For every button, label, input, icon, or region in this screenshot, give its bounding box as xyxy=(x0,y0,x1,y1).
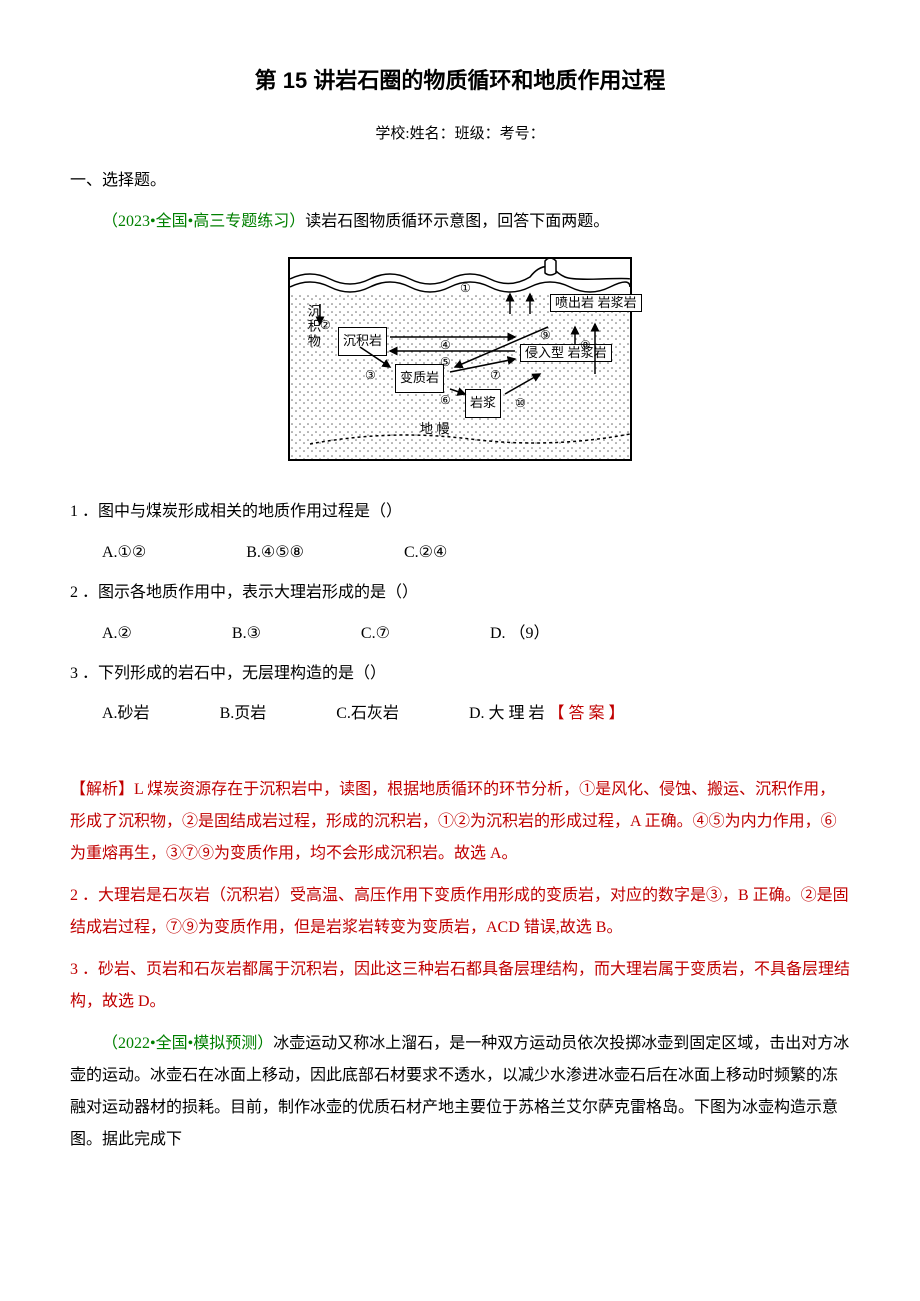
q3-opt-d: D. 大 理 岩 xyxy=(469,705,549,722)
q1-opt-b: B.④⑤⑧ xyxy=(246,538,304,568)
question-stem-1: （2023•全国•高三专题练习）读岩石图物质循环示意图，回答下面两题。 xyxy=(70,207,850,237)
stem1-body: 读岩石图物质循环示意图，回答下面两题。 xyxy=(305,213,609,230)
question-3: 3 ．下列形成的岩石中，无层理构造的是（） xyxy=(70,659,850,689)
q2-opt-a: A.② xyxy=(102,619,132,649)
section-heading: 一、选择题。 xyxy=(70,166,850,196)
stem2-prefix: （2022•全国•模拟预测） xyxy=(102,1035,273,1052)
answer-label: 【 答 案 】 xyxy=(549,705,625,722)
q1-opt-c: C.②④ xyxy=(404,538,447,568)
stem1-prefix: （2023•全国•高三专题练习） xyxy=(102,213,305,230)
answer-text: 1.A2.B3.D xyxy=(0,734,850,764)
figure-wrap: 沉积物 沉积岩 变质岩 岩浆 侵入型 岩浆岩 喷出岩 岩浆岩 地 幔 ① ② ③… xyxy=(70,257,850,472)
q3-opt-a: A.砂岩 xyxy=(102,699,150,729)
q3-options: A.砂岩 B.页岩 C.石灰岩 D. 大 理 岩 【 答 案 】 1.A2.B3… xyxy=(102,699,850,764)
explanation-3: 3 ．砂岩、页岩和石灰岩都属于沉积岩，因此这三种岩石都具备层理结构，而大理岩属于… xyxy=(70,954,850,1018)
explanation-2: 2 ．大理岩是石灰岩（沉积岩）受高温、高压作用下变质作用形成的变质岩，对应的数字… xyxy=(70,880,850,944)
info-line: 学校:姓名：班级：考号： xyxy=(70,120,850,149)
q2-opt-c: C.⑦ xyxy=(361,619,390,649)
q1-options: A.①② B.④⑤⑧ C.②④ xyxy=(102,538,850,568)
q2-opt-d: D. （9） xyxy=(490,619,550,649)
q3-opt-b: B.页岩 xyxy=(220,699,267,729)
q2-options: A.② B.③ C.⑦ D. （9） xyxy=(102,619,850,649)
explanation-1: 【解析】L 煤炭资源存在于沉积岩中，读图，根据地质循环的环节分析，①是风化、侵蚀… xyxy=(70,774,850,870)
q1-opt-a: A.①② xyxy=(102,538,146,568)
figure-arrows xyxy=(290,259,630,459)
rock-cycle-figure: 沉积物 沉积岩 变质岩 岩浆 侵入型 岩浆岩 喷出岩 岩浆岩 地 幔 ① ② ③… xyxy=(288,257,632,461)
question-1: 1 ．图中与煤炭形成相关的地质作用过程是（） xyxy=(70,497,850,527)
q3-opt-c: C.石灰岩 xyxy=(336,699,399,729)
page-title: 第 15 讲岩石圈的物质循环和地质作用过程 xyxy=(70,60,850,102)
q2-opt-b: B.③ xyxy=(232,619,261,649)
q3-opt-d-wrap: D. 大 理 岩 【 答 案 】 1.A2.B3.D xyxy=(469,699,850,764)
question-2: 2 ．图示各地质作用中，表示大理岩形成的是（） xyxy=(70,578,850,608)
question-stem-2: （2022•全国•模拟预测）冰壶运动又称冰上溜石，是一种双方运动员依次投掷冰壶到… xyxy=(70,1028,850,1156)
